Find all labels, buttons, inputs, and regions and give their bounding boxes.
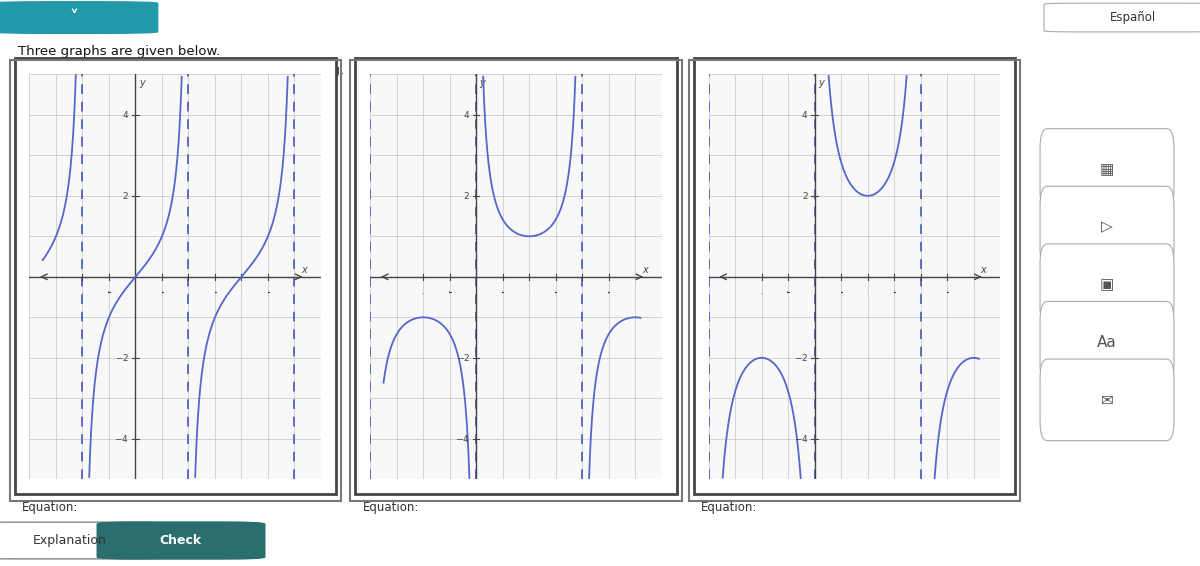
Text: $-2$: $-2$ — [115, 352, 130, 363]
Text: $\frac{3}{2}$: $\frac{3}{2}$ — [893, 291, 895, 298]
FancyBboxPatch shape — [0, 1, 158, 34]
Text: $\frac{-1}{2}$: $\frac{-1}{2}$ — [448, 291, 451, 298]
Text: $2$: $2$ — [802, 190, 809, 201]
Text: ✉: ✉ — [1100, 392, 1114, 408]
Text: Three graphs are given below.: Three graphs are given below. — [18, 45, 221, 58]
Text: Check: Check — [160, 534, 202, 547]
Text: $\frac{-1}{2}$: $\frac{-1}{2}$ — [786, 291, 790, 298]
FancyBboxPatch shape — [97, 522, 265, 559]
FancyBboxPatch shape — [1040, 128, 1174, 211]
Text: $y = -\cot\dfrac{\pi x}{2}$: $y = -\cot\dfrac{\pi x}{2}$ — [385, 155, 475, 185]
FancyBboxPatch shape — [1040, 244, 1174, 325]
FancyBboxPatch shape — [1044, 3, 1200, 32]
Text: $-1$: $-1$ — [80, 291, 84, 296]
Text: Equation:: Equation: — [22, 501, 78, 514]
Text: $\frac{5}{2}$: $\frac{5}{2}$ — [266, 291, 269, 298]
Text: $\frac{-1}{2}$: $\frac{-1}{2}$ — [107, 291, 110, 298]
Text: $\frac{5}{2}$: $\frac{5}{2}$ — [946, 291, 948, 298]
Text: $y = 2\csc\dfrac{\pi x}{2}$: $y = 2\csc\dfrac{\pi x}{2}$ — [41, 155, 122, 185]
Text: Aa: Aa — [1097, 335, 1117, 350]
Text: $1$: $1$ — [866, 291, 869, 296]
Text: $x$: $x$ — [980, 264, 988, 275]
Text: $\frac{3}{2}$: $\frac{3}{2}$ — [214, 291, 216, 298]
Text: $-4$: $-4$ — [793, 434, 809, 444]
Text: $y = \tan\!\left(\pi x+\dfrac{\pi}{2}\right)$: $y = \tan\!\left(\pi x+\dfrac{\pi}{2}\ri… — [385, 97, 498, 127]
Text: $\frac{3}{2}$: $\frac{3}{2}$ — [554, 291, 557, 298]
FancyBboxPatch shape — [1040, 359, 1174, 441]
Text: $y = \csc\dfrac{\pi x}{2}$: $y = \csc\dfrac{\pi x}{2}$ — [203, 97, 276, 127]
Text: ▦: ▦ — [1100, 162, 1114, 177]
FancyBboxPatch shape — [0, 522, 169, 559]
Text: $1$: $1$ — [187, 291, 190, 296]
Text: $-2$: $-2$ — [794, 352, 809, 363]
Text: $2$: $2$ — [240, 291, 242, 296]
Text: Equation:: Equation: — [362, 501, 419, 514]
Text: Equation:: Equation: — [701, 501, 757, 514]
Text: $\frac{1}{2}$: $\frac{1}{2}$ — [161, 291, 163, 298]
Text: $4$: $4$ — [463, 109, 470, 121]
FancyBboxPatch shape — [1040, 186, 1174, 268]
FancyBboxPatch shape — [1040, 302, 1174, 383]
Text: Explanation: Explanation — [34, 534, 107, 547]
Text: $x$: $x$ — [642, 264, 649, 275]
Text: $-4$: $-4$ — [455, 434, 470, 444]
Text: $y$: $y$ — [818, 78, 826, 91]
Text: $-4$: $-4$ — [114, 434, 130, 444]
Text: $x$: $x$ — [301, 264, 308, 275]
Text: ˅: ˅ — [70, 8, 79, 27]
Text: $2$: $2$ — [581, 291, 583, 296]
Text: Español: Español — [1110, 11, 1156, 24]
Text: $4$: $4$ — [122, 109, 130, 121]
Text: $2$: $2$ — [122, 190, 130, 201]
Text: $2$: $2$ — [463, 190, 470, 201]
Text: $y$: $y$ — [139, 78, 146, 91]
Text: $-2$: $-2$ — [456, 352, 470, 363]
Text: $\frac{1}{2}$: $\frac{1}{2}$ — [502, 291, 504, 298]
Text: $-1$: $-1$ — [760, 291, 763, 296]
Text: $y = \tan\dfrac{\pi x}{2}$: $y = \tan\dfrac{\pi x}{2}$ — [41, 97, 114, 127]
Text: For each, choose its equation from the following.: For each, choose its equation from the f… — [18, 64, 344, 77]
Text: $2$: $2$ — [919, 291, 922, 296]
Text: $1$: $1$ — [528, 291, 530, 296]
Text: ▣: ▣ — [1100, 277, 1114, 292]
Text: $y$: $y$ — [480, 78, 487, 91]
Text: $-1$: $-1$ — [421, 291, 425, 296]
Text: $4$: $4$ — [802, 109, 809, 121]
Text: $\frac{5}{2}$: $\frac{5}{2}$ — [607, 291, 610, 298]
Text: $\frac{1}{2}$: $\frac{1}{2}$ — [840, 291, 842, 298]
Text: $y = 2\sec\dfrac{\pi x}{2}$: $y = 2\sec\dfrac{\pi x}{2}$ — [203, 155, 286, 185]
Text: ▷: ▷ — [1102, 220, 1112, 234]
